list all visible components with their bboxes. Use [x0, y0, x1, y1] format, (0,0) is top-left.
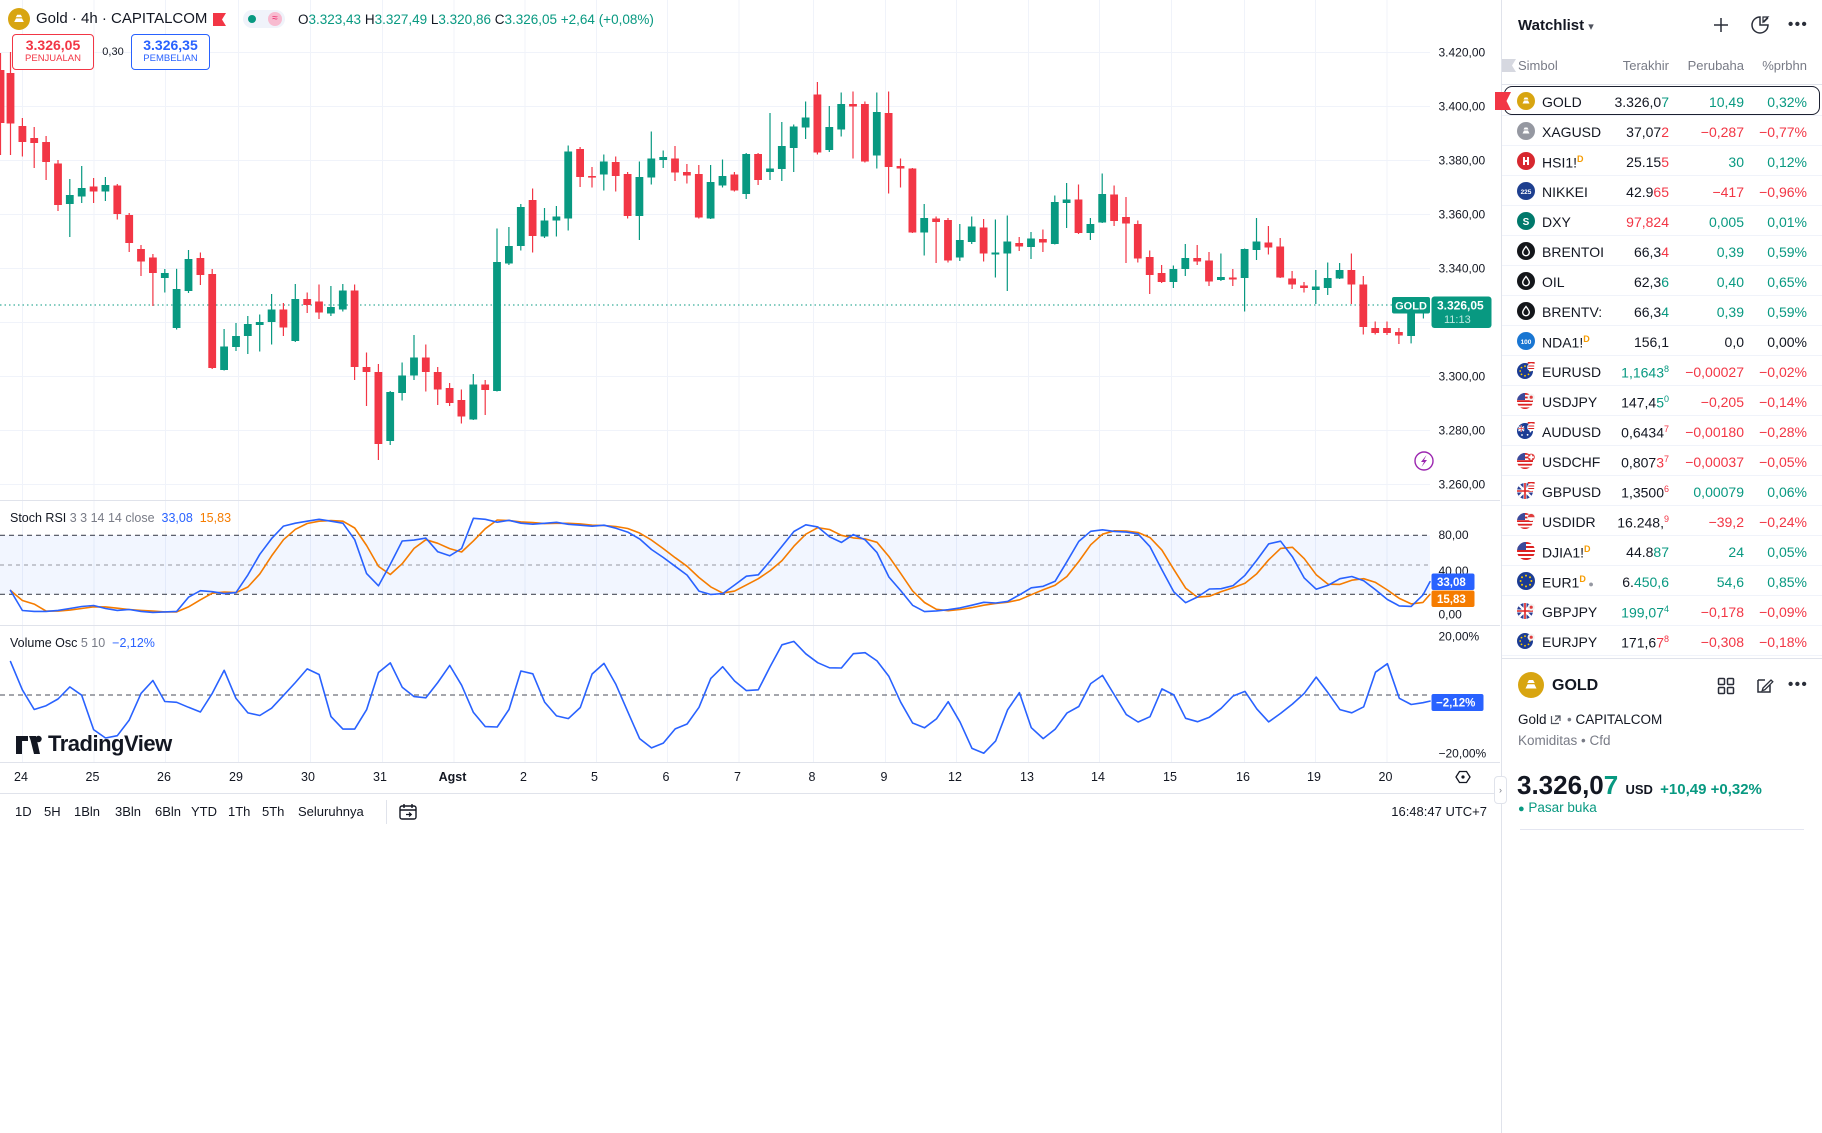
svg-text:3.420,00: 3.420,00	[1439, 46, 1486, 60]
svg-text:3.340,00: 3.340,00	[1439, 262, 1486, 276]
svg-text:20: 20	[1379, 770, 1393, 784]
svg-text:3.380,00: 3.380,00	[1439, 154, 1486, 168]
svg-text:GOLD: GOLD	[1395, 301, 1427, 313]
svg-text:9: 9	[881, 770, 888, 784]
svg-text:6: 6	[663, 770, 670, 784]
svg-text:2: 2	[520, 770, 527, 784]
svg-text:5: 5	[591, 770, 598, 784]
svg-text:11:13: 11:13	[1444, 314, 1471, 326]
svg-text:15,83: 15,83	[1437, 594, 1466, 606]
svg-text:80,00: 80,00	[1439, 528, 1469, 542]
svg-text:26: 26	[157, 770, 171, 784]
svg-text:24: 24	[14, 770, 28, 784]
svg-text:25: 25	[86, 770, 100, 784]
svg-text:−20,00%: −20,00%	[1439, 746, 1487, 760]
svg-text:3.326,05: 3.326,05	[1437, 299, 1484, 313]
svg-text:S: S	[1523, 217, 1530, 228]
svg-text:0,00: 0,00	[1439, 607, 1463, 621]
svg-text:20,00%: 20,00%	[1439, 629, 1480, 643]
svg-text:3.400,00: 3.400,00	[1439, 100, 1486, 114]
svg-text:7: 7	[734, 770, 741, 784]
svg-text:3.360,00: 3.360,00	[1439, 208, 1486, 222]
svg-text:Agst: Agst	[439, 770, 468, 784]
svg-text:13: 13	[1020, 770, 1034, 784]
svg-text:225: 225	[1521, 189, 1532, 196]
svg-text:3.300,00: 3.300,00	[1439, 370, 1486, 384]
svg-text:33,08: 33,08	[1437, 577, 1466, 589]
svg-text:8: 8	[809, 770, 816, 784]
svg-text:14: 14	[1091, 770, 1105, 784]
svg-text:15: 15	[1163, 770, 1177, 784]
svg-text:16: 16	[1236, 770, 1250, 784]
svg-text:31: 31	[373, 770, 387, 784]
svg-text:29: 29	[229, 770, 243, 784]
svg-text:19: 19	[1307, 770, 1321, 784]
svg-text:100: 100	[1521, 339, 1532, 346]
svg-text:3.260,00: 3.260,00	[1439, 478, 1486, 492]
svg-text:−2,12%: −2,12%	[1436, 698, 1475, 710]
svg-text:3.280,00: 3.280,00	[1439, 424, 1486, 438]
svg-text:30: 30	[301, 770, 315, 784]
svg-text:12: 12	[948, 770, 962, 784]
